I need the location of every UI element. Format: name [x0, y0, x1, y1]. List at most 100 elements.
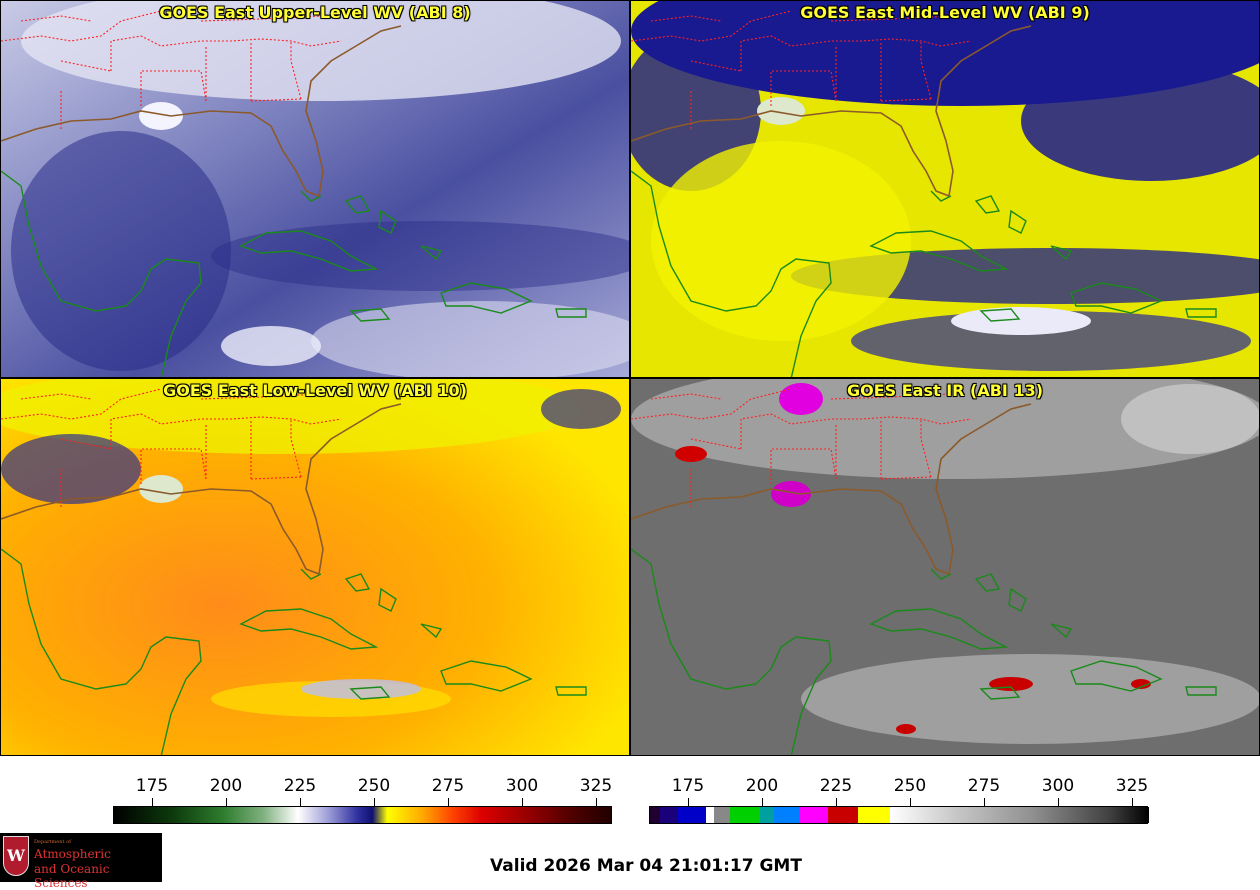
- state-border-line: [830, 393, 952, 400]
- wv-tick-label: 275: [431, 776, 465, 796]
- coastline-line: [440, 660, 533, 692]
- coastline-line: [378, 587, 397, 612]
- state-border-line: [1, 388, 162, 420]
- coastline-line: [344, 195, 371, 214]
- coastline-line: [440, 282, 533, 314]
- coastline-line: [1, 25, 402, 198]
- ir-tick-mark: [762, 798, 763, 806]
- wv-tick-mark: [374, 798, 375, 806]
- ir-tick-label: 325: [1115, 776, 1149, 796]
- coastline-line: [930, 190, 952, 202]
- mid-level-wv-image: [631, 1, 1259, 377]
- state-border-line: [830, 15, 952, 22]
- ir-colorbar-labels: 175 200 225 250 275 300 325: [0, 776, 1260, 796]
- wv-colorbar-labels: 175 200 225 250 275 300 325: [0, 776, 630, 796]
- state-border-line: [920, 419, 932, 478]
- state-border-line: [650, 15, 722, 22]
- coastline-line: [1070, 282, 1163, 314]
- upper-level-wv-panel: GOES East Upper-Level WV (ABI 8): [0, 0, 630, 378]
- state-border-line: [60, 60, 112, 72]
- state-border-line: [20, 15, 92, 22]
- coastline-line: [239, 608, 379, 650]
- coastline-line: [420, 245, 443, 261]
- ir-image: [631, 379, 1259, 755]
- coastline-line: [555, 686, 587, 696]
- ir-tick-mark: [836, 798, 837, 806]
- state-border-line: [690, 60, 742, 72]
- state-border-line: [650, 393, 722, 400]
- wv-tick-mark: [522, 798, 523, 806]
- state-border-line: [740, 413, 972, 449]
- coastline-line: [344, 573, 371, 592]
- panel-title: GOES East Low-Level WV (ABI 10): [163, 381, 467, 400]
- wv-tick-label: 300: [505, 776, 539, 796]
- valid-time: Valid 2026 Mar 04 21:01:17 GMT: [490, 856, 802, 876]
- wv-tick-mark: [596, 798, 597, 806]
- ir-tick-mark: [984, 798, 985, 806]
- coastline-line: [930, 568, 952, 580]
- state-border-line: [920, 41, 932, 100]
- ir-tick-mark: [910, 798, 911, 806]
- coastline-line: [1185, 686, 1217, 696]
- coastline-line: [631, 25, 1032, 198]
- wv-tick-label: 325: [579, 776, 613, 796]
- coastline-line: [420, 623, 443, 639]
- coastline-line: [239, 230, 379, 272]
- coastline-line: [869, 608, 1009, 650]
- low-level-wv-panel: GOES East Low-Level WV (ABI 10): [0, 378, 630, 756]
- coastline-line: [1050, 623, 1073, 639]
- upper-level-wv-image: [1, 1, 629, 377]
- coastline-line: [869, 230, 1009, 272]
- state-border-line: [1, 10, 162, 42]
- ir-panel: GOES East IR (ABI 13): [630, 378, 1260, 756]
- wv-tick-mark: [300, 798, 301, 806]
- coastline-line: [631, 170, 832, 377]
- state-border-line: [740, 35, 972, 71]
- coastline-line: [349, 686, 391, 700]
- coastline-line: [1, 170, 202, 377]
- wv-colorbar-strip: [113, 806, 612, 824]
- coastline-line: [631, 548, 832, 755]
- coastline-line: [349, 308, 391, 322]
- coastline-line: [1, 403, 402, 576]
- aos-logo: W Department of Atmospheric and Oceanic …: [0, 833, 162, 890]
- wv-tick-mark: [226, 798, 227, 806]
- coastline-line: [1008, 587, 1027, 612]
- state-border-line: [770, 70, 837, 106]
- state-border-line: [110, 35, 342, 71]
- state-border-line: [250, 98, 302, 102]
- panel-title: GOES East IR (ABI 13): [846, 381, 1044, 400]
- state-border-line: [20, 393, 92, 400]
- coastline-line: [1, 548, 202, 755]
- ir-colorbar: 175 200 225 250 275 300 325: [0, 758, 1260, 832]
- wv-tick-label: 225: [283, 776, 317, 796]
- ir-tick-mark: [688, 798, 689, 806]
- state-border-line: [631, 388, 792, 420]
- coastline-line: [378, 209, 397, 234]
- ir-tick-label: 300: [1041, 776, 1075, 796]
- coastline-line: [979, 308, 1021, 322]
- ir-tick-label: 225: [819, 776, 853, 796]
- state-border-line: [140, 70, 207, 106]
- ir-tick-label: 250: [893, 776, 927, 796]
- wv-colorbar: 175 200 225 250 275 300 325: [0, 758, 630, 832]
- mid-level-wv-panel: GOES East Mid-Level WV (ABI 9): [630, 0, 1260, 378]
- state-border-line: [631, 10, 792, 42]
- wv-tick-label: 200: [209, 776, 243, 796]
- coastline-line: [300, 190, 322, 202]
- logo-atmospheric: Atmospheric: [34, 847, 111, 861]
- coastline-line: [555, 308, 587, 318]
- ir-tick-label: 175: [671, 776, 705, 796]
- wv-tick-mark: [448, 798, 449, 806]
- state-border-line: [110, 413, 342, 449]
- coastline-line: [1008, 209, 1027, 234]
- ir-tick-mark: [1058, 798, 1059, 806]
- state-border-line: [250, 476, 302, 480]
- state-border-line: [770, 448, 837, 484]
- state-border-line: [60, 438, 112, 450]
- coastline-line: [979, 686, 1021, 700]
- coastline-line: [300, 568, 322, 580]
- logo-department: Department of: [34, 839, 71, 845]
- state-border-line: [690, 438, 742, 450]
- wv-tick-mark: [152, 798, 153, 806]
